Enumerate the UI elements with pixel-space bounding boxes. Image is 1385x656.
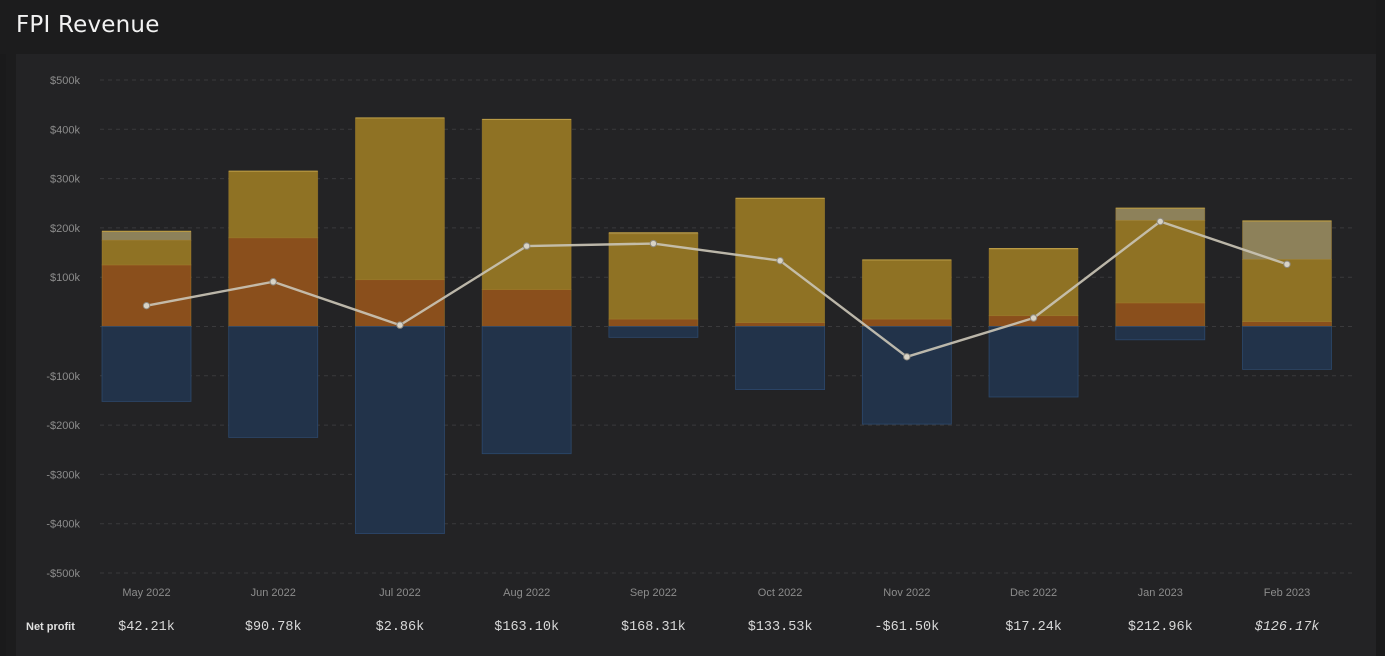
net-profit-value: $126.17k — [1254, 620, 1320, 635]
line-layer — [142, 217, 1291, 361]
net-profit-point — [776, 256, 784, 265]
x-tick-label: Jun 2022 — [251, 587, 296, 599]
left-rail — [0, 54, 6, 656]
x-tick-label: Jan 2023 — [1138, 587, 1183, 599]
bar-revenue-b — [228, 170, 319, 239]
net-profit-value: $42.21k — [118, 620, 175, 635]
bar-costs — [608, 326, 699, 338]
bar-revenue-b — [988, 248, 1079, 317]
page-title: FPI Revenue — [16, 12, 160, 38]
bar-revenue-a — [1115, 302, 1206, 327]
bar-costs — [481, 326, 572, 455]
y-tick-label: $100k — [50, 272, 80, 284]
net-profit-value: $17.24k — [1005, 620, 1062, 635]
bar-revenue-a — [1242, 321, 1332, 327]
bar-revenue-a — [101, 264, 192, 327]
net-profit-point — [269, 278, 277, 286]
bar-revenue-a — [481, 289, 572, 327]
bar-revenue-b — [481, 119, 572, 290]
bar-revenue-b — [355, 117, 445, 281]
y-tick-label: $500k — [50, 75, 80, 87]
bar-costs — [101, 326, 192, 402]
net-profit-row-label: Net profit — [26, 621, 75, 633]
bar-costs — [988, 326, 1079, 398]
y-tick-label: -$200k — [46, 420, 80, 432]
net-profit-value: $2.86k — [375, 620, 425, 635]
y-tick-label: $200k — [50, 223, 80, 235]
bar-layer — [101, 117, 1332, 534]
net-profit-value: $133.53k — [747, 620, 813, 635]
x-tick-label: Feb 2023 — [1264, 587, 1310, 599]
bar-revenue-a — [861, 318, 952, 327]
net-profit-value: $212.96k — [1127, 620, 1193, 635]
x-tick-label: Nov 2022 — [883, 587, 930, 599]
net-profit-value: $163.10k — [494, 620, 560, 635]
x-tick-label: May 2022 — [122, 587, 170, 599]
net-profit-value: -$61.50k — [874, 620, 940, 635]
y-tick-label: $300k — [50, 174, 80, 186]
net-profit-line — [146, 220, 1288, 359]
net-profit-point — [1156, 217, 1164, 226]
net-profit-point — [649, 239, 658, 248]
bar-revenue-b — [1115, 220, 1206, 304]
bar-costs — [1242, 326, 1332, 370]
net-profit-point — [396, 321, 404, 329]
bar-revenue-a — [608, 318, 699, 327]
net-profit-point — [522, 242, 531, 250]
bar-revenue-b — [1242, 259, 1332, 322]
bar-costs — [1115, 326, 1206, 341]
bar-revenue-a — [735, 322, 826, 327]
bar-costs — [861, 326, 952, 425]
bar-costs — [735, 326, 826, 391]
net-profit-value: $90.78k — [244, 620, 302, 635]
y-tick-label: -$500k — [46, 568, 80, 580]
y-tick-label: -$100k — [46, 371, 80, 383]
net-profit-point — [142, 301, 151, 310]
right-scrollbar[interactable] — [1376, 0, 1385, 656]
y-tick-label: $400k — [50, 124, 80, 136]
net-profit-value: $168.31k — [620, 620, 686, 635]
y-tick-label: -$300k — [46, 469, 80, 481]
x-tick-label: Oct 2022 — [758, 587, 803, 599]
net-profit-point — [1029, 314, 1038, 322]
x-tick-label: Dec 2022 — [1010, 587, 1057, 599]
bar-costs — [355, 326, 445, 534]
net-profit-point — [903, 353, 911, 361]
label-layer: $500k $400k $300k $200k $100k -$100k -$200k -$3… — [46, 75, 1310, 599]
bar-revenue-b — [861, 259, 952, 320]
y-tick-label: -$400k — [46, 519, 80, 531]
bar-costs — [228, 326, 319, 438]
x-tick-label: Aug 2022 — [503, 587, 550, 599]
bar-revenue-b — [101, 239, 192, 266]
net-profit-point — [1283, 260, 1291, 268]
bar-revenue-a — [355, 279, 445, 327]
x-tick-label: Sep 2022 — [630, 587, 677, 599]
bar-revenue-c — [101, 230, 192, 241]
x-tick-label: Jul 2022 — [379, 587, 421, 599]
